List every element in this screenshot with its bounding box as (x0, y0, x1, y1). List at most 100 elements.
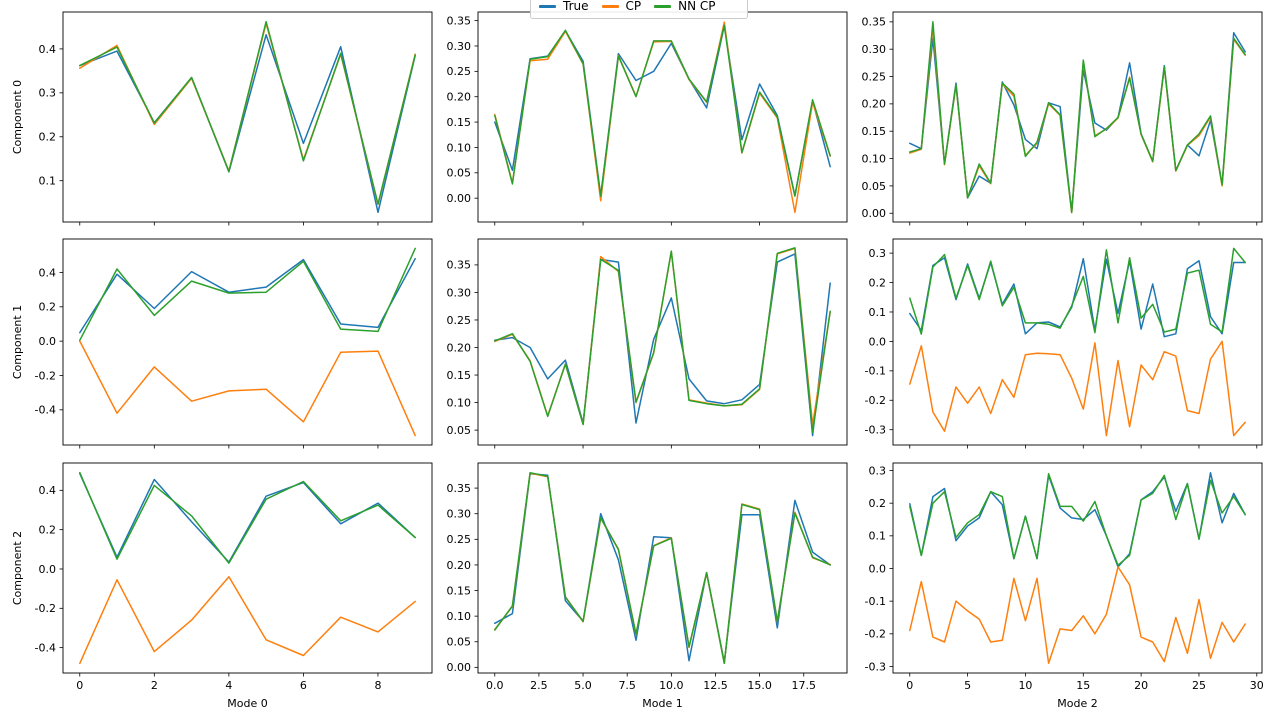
ylabel: Component 2 (11, 531, 24, 605)
svg-text:-0.3: -0.3 (865, 424, 886, 437)
series-lines (79, 20, 416, 214)
axes-background (478, 463, 847, 673)
svg-text:0.35: 0.35 (447, 14, 472, 27)
svg-text:0.2: 0.2 (869, 497, 887, 510)
svg-text:-0.2: -0.2 (865, 394, 886, 407)
svg-text:0.25: 0.25 (447, 314, 472, 327)
svg-text:0.3: 0.3 (869, 247, 887, 260)
line-cp (909, 340, 1246, 437)
svg-text:0: 0 (906, 679, 913, 692)
svg-text:0.10: 0.10 (447, 141, 472, 154)
legend-item-cp: CP (601, 0, 641, 12)
svg-text:0.00: 0.00 (862, 207, 887, 220)
svg-text:15.0: 15.0 (747, 679, 772, 692)
axes-background (893, 463, 1262, 673)
svg-text:2.5: 2.5 (530, 679, 548, 692)
y-tick-labels: -0.3 -0.2 -0.1 0.0 0.1 0.2 0.3 (865, 464, 886, 673)
svg-text:0.1: 0.1 (869, 530, 887, 543)
axes-spines (62, 238, 433, 446)
svg-text:0.10: 0.10 (447, 610, 472, 623)
svg-text:0.2: 0.2 (39, 524, 57, 537)
axes-spines (892, 238, 1263, 446)
true-line-swatch-icon (539, 4, 556, 8)
cp-line-swatch-icon (601, 4, 619, 8)
line-nn-cp (494, 247, 831, 434)
y-tick-labels: -0.4 -0.2 0.0 0.2 0.4 (35, 266, 56, 416)
svg-text:0.0: 0.0 (39, 563, 57, 576)
xlabel: Mode 2 (1057, 697, 1097, 710)
subplot-component2-mode0: -0.4 -0.2 0.0 0.2 0.4 0 2 4 6 8 Mode 0 Component 2 (11, 462, 433, 710)
svg-text:15: 15 (1076, 679, 1090, 692)
svg-text:0.05: 0.05 (862, 180, 887, 193)
svg-text:0: 0 (76, 679, 83, 692)
axis-ticks (474, 20, 761, 226)
svg-text:8: 8 (374, 679, 381, 692)
axis-ticks (474, 487, 805, 677)
subplot-component2-mode2: -0.3 -0.2 -0.1 0.0 0.1 0.2 0.3 0 5 10 15 20 25 30 Mode… (865, 462, 1264, 710)
legend-item-true: True (539, 0, 589, 12)
xlabel: Mode 0 (227, 697, 267, 710)
ylabel: Component 0 (11, 80, 24, 154)
line-cp (79, 340, 416, 437)
svg-text:0.05: 0.05 (447, 636, 472, 649)
svg-text:2: 2 (151, 679, 158, 692)
axes-background (63, 12, 432, 222)
y-tick-labels: -0.4 -0.2 0.0 0.2 0.4 (35, 484, 56, 654)
svg-text:0.0: 0.0 (39, 335, 57, 348)
svg-text:0.20: 0.20 (862, 98, 887, 111)
ylabel: Component 1 (11, 305, 24, 379)
axis-ticks (59, 48, 379, 226)
axes-spines (477, 238, 848, 446)
svg-text:0.4: 0.4 (39, 266, 57, 279)
subplot-component0-mode2: 0.00 0.05 0.10 0.15 0.20 0.25 0.30 0.35 (862, 11, 1263, 226)
svg-text:0.05: 0.05 (447, 424, 472, 437)
svg-text:0.35: 0.35 (862, 16, 887, 29)
svg-text:0.4: 0.4 (39, 43, 57, 56)
svg-text:0.4: 0.4 (39, 484, 57, 497)
svg-text:10: 10 (1018, 679, 1032, 692)
svg-text:-0.2: -0.2 (35, 369, 56, 382)
line-nn-cp (79, 471, 416, 564)
legend-label-nncp: NN CP (678, 0, 716, 13)
svg-text:0.30: 0.30 (862, 43, 887, 56)
legend-item-nncp: NN CP (654, 0, 716, 13)
axes-background (478, 12, 847, 222)
y-tick-labels: -0.3 -0.2 -0.1 0.0 0.1 0.2 0.3 (865, 247, 886, 437)
svg-text:0.30: 0.30 (447, 286, 472, 299)
svg-text:17.5: 17.5 (791, 679, 816, 692)
axes-background (893, 239, 1262, 445)
nncp-line-swatch-icon (654, 4, 672, 8)
svg-text:-0.1: -0.1 (865, 365, 886, 378)
line-cp (909, 566, 1246, 664)
subplot-component1-mode2: -0.3 -0.2 -0.1 0.0 0.1 0.2 0.3 (865, 238, 1263, 449)
svg-text:0.15: 0.15 (447, 369, 472, 382)
axes-background (63, 239, 432, 445)
svg-text:0.1: 0.1 (39, 175, 57, 188)
axis-ticks (474, 264, 761, 449)
svg-text:-0.3: -0.3 (865, 660, 886, 673)
svg-text:0.15: 0.15 (862, 125, 887, 138)
axes-spines (62, 462, 433, 674)
svg-text:0.35: 0.35 (447, 482, 472, 495)
y-tick-labels: 0.05 0.10 0.15 0.20 0.25 0.30 0.35 (447, 259, 472, 437)
y-tick-labels: 0.00 0.05 0.10 0.15 0.20 0.25 0.30 0.35 (862, 16, 887, 220)
svg-text:12.5: 12.5 (703, 679, 728, 692)
svg-text:0.0: 0.0 (869, 562, 887, 575)
svg-text:0.0: 0.0 (486, 679, 504, 692)
svg-text:0.3: 0.3 (39, 87, 57, 100)
series-lines (494, 471, 831, 665)
x-tick-labels: 0 2 4 6 8 (76, 679, 381, 692)
line-nn-cp (79, 20, 416, 205)
svg-text:20: 20 (1134, 679, 1148, 692)
series-lines (494, 21, 831, 214)
axes-spines (892, 462, 1263, 674)
line-nn-cp (494, 471, 831, 665)
subplot-component0-mode0: 0.1 0.2 0.3 0.4 Component 0 (11, 11, 433, 226)
svg-text:0.15: 0.15 (447, 116, 472, 129)
legend-label-true: True (563, 0, 589, 13)
svg-text:0.1: 0.1 (869, 306, 887, 319)
y-tick-labels: 0.00 0.05 0.10 0.15 0.20 0.25 0.30 0.35 (447, 14, 472, 205)
svg-text:0.2: 0.2 (869, 276, 887, 289)
axes-spines (477, 462, 848, 674)
